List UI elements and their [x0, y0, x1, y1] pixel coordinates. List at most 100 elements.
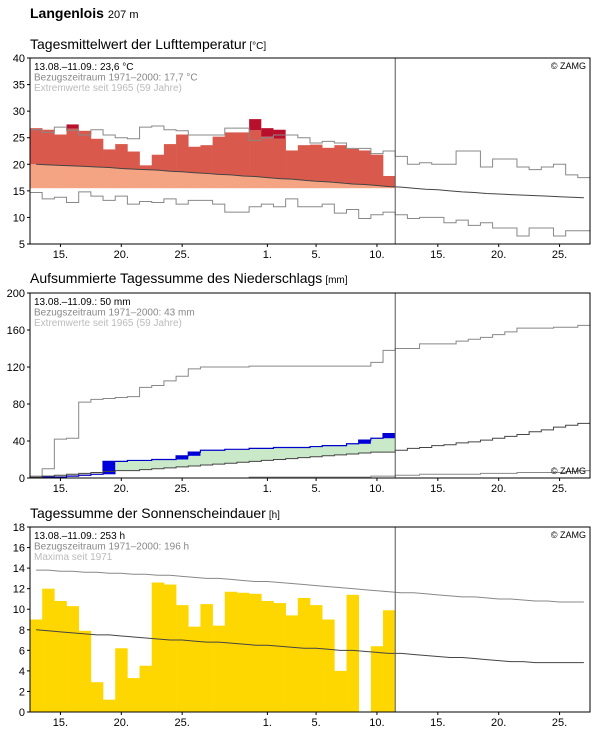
sun-bar	[78, 630, 92, 712]
precip-normal-line	[30, 422, 590, 478]
precip-max-record-line	[30, 324, 590, 477]
temp-normal-bar	[139, 169, 153, 189]
precip-bar	[358, 440, 372, 444]
temp-bar	[334, 145, 347, 183]
temp-bar	[297, 145, 311, 181]
temp-bar	[273, 138, 286, 179]
sun-bar	[249, 593, 262, 712]
y-tick-label: 18	[13, 522, 25, 534]
sun-max-record-line	[36, 569, 584, 603]
x-tick-label: 10.	[369, 249, 384, 261]
x-tick-label: 20.	[114, 717, 129, 729]
temp-normal-bar	[30, 164, 43, 189]
sun-bar	[66, 606, 79, 712]
precip-diff-fill	[261, 448, 274, 461]
temp-bar	[383, 175, 396, 187]
sun-bar	[346, 594, 359, 712]
x-tick-label: 15.	[430, 717, 445, 729]
precip-diff-fill	[249, 448, 262, 462]
precip-bar	[103, 461, 116, 475]
x-tick-label: 15.	[430, 249, 445, 261]
y-tick-label: 16	[13, 543, 25, 555]
temp-record-bar	[249, 119, 262, 131]
y-tick-label: 35	[13, 80, 25, 92]
temp-record-bar	[261, 128, 274, 137]
temp-record-bar	[66, 124, 79, 129]
temp-normal-bar	[383, 186, 396, 189]
sun-bar	[322, 619, 335, 712]
temp-bar	[54, 134, 67, 166]
x-tick-label: 10.	[369, 483, 384, 495]
sun-chart-title: Tagessumme der Sonnenscheindauer [h]	[30, 505, 280, 521]
y-tick-label: 2	[19, 686, 25, 698]
temp-max-record-line	[30, 125, 590, 179]
temp-normal-bar	[42, 164, 55, 189]
precip-diff-fill	[224, 449, 238, 464]
temp-normal-bar	[163, 171, 177, 189]
temp-bar	[90, 138, 104, 167]
temp-normal-bar	[90, 166, 104, 189]
x-tick-label: 1.	[263, 249, 272, 261]
plot-frame	[29, 57, 591, 245]
y-tick-label: 5	[19, 239, 25, 251]
sun-bar	[42, 588, 55, 712]
temp-normal-bar	[127, 169, 140, 189]
plot-frame	[29, 292, 591, 479]
x-tick-label: 20.	[491, 717, 506, 729]
precip-diff-fill	[370, 438, 384, 453]
x-tick-label: 1.	[263, 717, 272, 729]
precip-diff-fill	[90, 472, 104, 475]
sun-bar	[103, 699, 116, 712]
precip-diff-fill	[66, 474, 79, 477]
x-tick-label: 15.	[53, 483, 68, 495]
y-tick-label: 160	[7, 325, 25, 337]
precip-diff-fill	[322, 445, 335, 456]
y-tick-label: 8	[19, 625, 25, 637]
y-tick-label: 14	[13, 563, 25, 575]
temp-normal-bar	[358, 184, 372, 189]
y-tick-label: 0	[19, 473, 25, 485]
temp-normal-line	[36, 163, 584, 199]
y-tick-label: 0	[19, 707, 25, 719]
temp-normal-bar	[334, 182, 347, 189]
sun-bar	[273, 603, 286, 712]
temp-bar	[285, 150, 299, 180]
temp-bar	[151, 154, 165, 171]
legend-entry: Extremwerte seit 1965 (59 Jahre)	[34, 318, 182, 329]
sun-bar	[163, 584, 177, 712]
x-tick-label: 25.	[175, 717, 190, 729]
y-tick-label: 200	[7, 288, 25, 300]
temp-normal-bar	[66, 165, 79, 189]
temp-bar	[78, 130, 92, 167]
chart-2: 0 2 4 6 8 10 12 14 16 18 15. 20. 25. 1. 5. 10. 15. 20. 25.…	[13, 522, 591, 729]
x-tick-label: 25.	[175, 249, 190, 261]
temp-bar	[346, 148, 359, 184]
y-tick-label: 40	[13, 53, 25, 65]
precip-diff-fill	[236, 449, 250, 463]
temp-bar	[322, 147, 335, 182]
x-tick-label: 20.	[491, 483, 506, 495]
precip-diff-fill	[212, 450, 226, 465]
precip-diff-fill	[176, 455, 189, 467]
sun-bar	[261, 601, 274, 712]
temp-normal-bar	[78, 166, 92, 189]
temp-record-bar	[273, 129, 286, 139]
sun-bar	[90, 682, 104, 712]
temp-normal-bar	[261, 177, 274, 189]
y-tick-label: 12	[13, 584, 25, 596]
temp-normal-bar	[370, 185, 384, 189]
precip-diff-fill	[139, 460, 153, 470]
legend-entry: Bezugszeitraum 1971–2000: 17,7 °C	[34, 73, 198, 84]
precip-bar	[176, 455, 189, 460]
temp-normal-bar	[176, 171, 189, 189]
precip-observed-line	[30, 433, 396, 478]
precip-chart-unit: [mm]	[325, 275, 348, 286]
y-tick-label: 120	[7, 362, 25, 374]
sun-bar	[310, 605, 323, 712]
temp-bar	[310, 144, 323, 182]
temp-normal-bar	[212, 174, 226, 189]
temp-bar	[66, 128, 79, 166]
temp-normal-bar	[249, 176, 262, 189]
precip-diff-fill	[273, 447, 286, 460]
temp-normal-bar	[322, 181, 335, 189]
